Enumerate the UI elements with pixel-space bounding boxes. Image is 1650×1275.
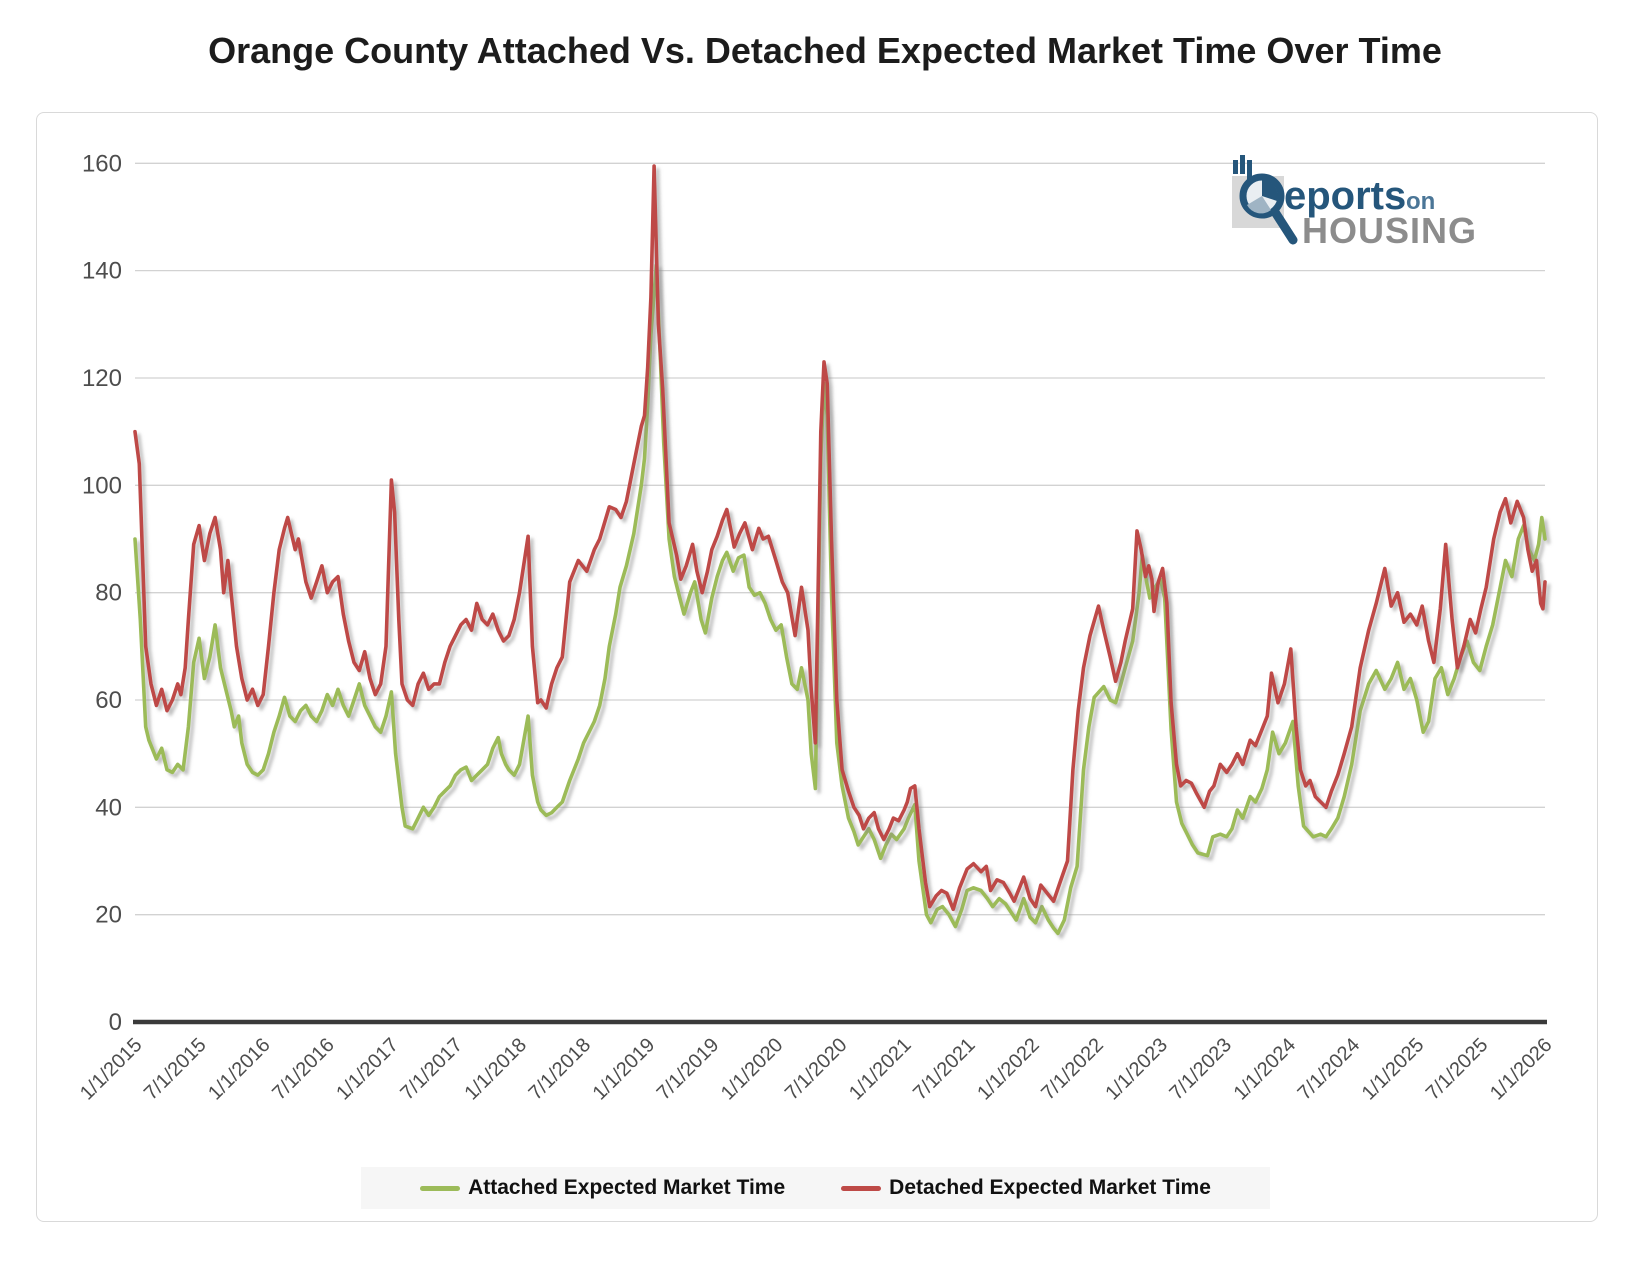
x-axis-tick-label: 1/1/2019 [589,1034,660,1105]
x-axis-tick-label: 1/1/2021 [845,1034,916,1105]
legend-label-attached: Attached Expected Market Time [468,1176,786,1199]
x-axis-tick-label: 1/1/2023 [1101,1034,1172,1105]
x-axis-tick-label: 1/1/2017 [332,1034,403,1105]
x-axis-tick-label: 1/1/2024 [1230,1034,1301,1105]
x-axis-tick-label: 7/1/2022 [1037,1034,1108,1105]
x-axis-tick-label: 1/1/2018 [460,1034,531,1105]
y-axis-tick-label: 160 [82,150,122,177]
legend-item-detached: Detached Expected Market Time [841,1176,1211,1200]
y-axis-tick-label: 80 [95,580,122,607]
y-axis-tick-label: 20 [95,902,122,929]
x-axis-tick-label: 7/1/2020 [781,1034,852,1105]
gridlines [135,162,1545,916]
x-axis-tick-label: 1/1/2025 [1358,1034,1429,1105]
legend-label-detached: Detached Expected Market Time [889,1176,1211,1199]
detached-line-swatch [841,1185,882,1191]
y-axis-tick-label: 120 [82,365,122,392]
x-axis-tick-label: 7/1/2021 [909,1034,980,1105]
x-axis-tick-label: 7/1/2025 [1422,1034,1493,1105]
attached-line-swatch [420,1185,461,1191]
x-axis-tick-label: 7/1/2017 [396,1034,467,1105]
y-axis-tick-label: 0 [109,1009,122,1036]
x-axis-tick-label: 7/1/2018 [525,1034,596,1105]
x-axis-tick-label: 1/1/2020 [717,1034,788,1105]
x-axis-tick-label: 7/1/2024 [1294,1034,1365,1105]
y-axis-tick-label: 60 [95,687,122,714]
x-axis-tick-label: 1/1/2022 [973,1034,1044,1105]
pie-slice-icon [1247,196,1271,214]
y-axis-tick-label: 40 [95,794,122,821]
logo-bar-icon [1233,160,1238,174]
logo-text-reports: eports [1284,174,1406,218]
x-axis-tick-label: 7/1/2023 [1165,1034,1236,1105]
magnifier-handle-icon [1270,207,1298,245]
y-axis-tick-label: 140 [82,258,122,285]
logo-bar-icon [1247,160,1252,186]
logo-text-housing: HOUSING [1302,210,1477,251]
logo-bar-icon [1240,155,1245,174]
series-lines [133,164,1547,936]
logo-text-on: on [1406,188,1435,215]
attached-line [133,263,1547,936]
y-axis-tick-label: 100 [82,472,122,499]
pie-slice-icon [1262,180,1278,201]
reports-on-housing-logo: eports on HOUSING [1232,155,1477,251]
x-axis-tick-label: 7/1/2019 [653,1034,724,1105]
x-axis-tick-label: 7/1/2016 [268,1034,339,1105]
x-axis-tick-label: 1/1/2026 [1486,1034,1557,1105]
x-axis-tick-label: 1/1/2015 [76,1034,147,1105]
legend: Attached Expected Market Time Detached E… [361,1167,1270,1209]
x-axis-tick-label: 7/1/2015 [140,1034,211,1105]
legend-item-attached: Attached Expected Market Time [420,1176,785,1200]
chart-title: Orange County Attached Vs. Detached Expe… [208,30,1442,71]
x-axis-tick-label: 1/1/2016 [204,1034,275,1105]
detached-line [133,164,1547,912]
